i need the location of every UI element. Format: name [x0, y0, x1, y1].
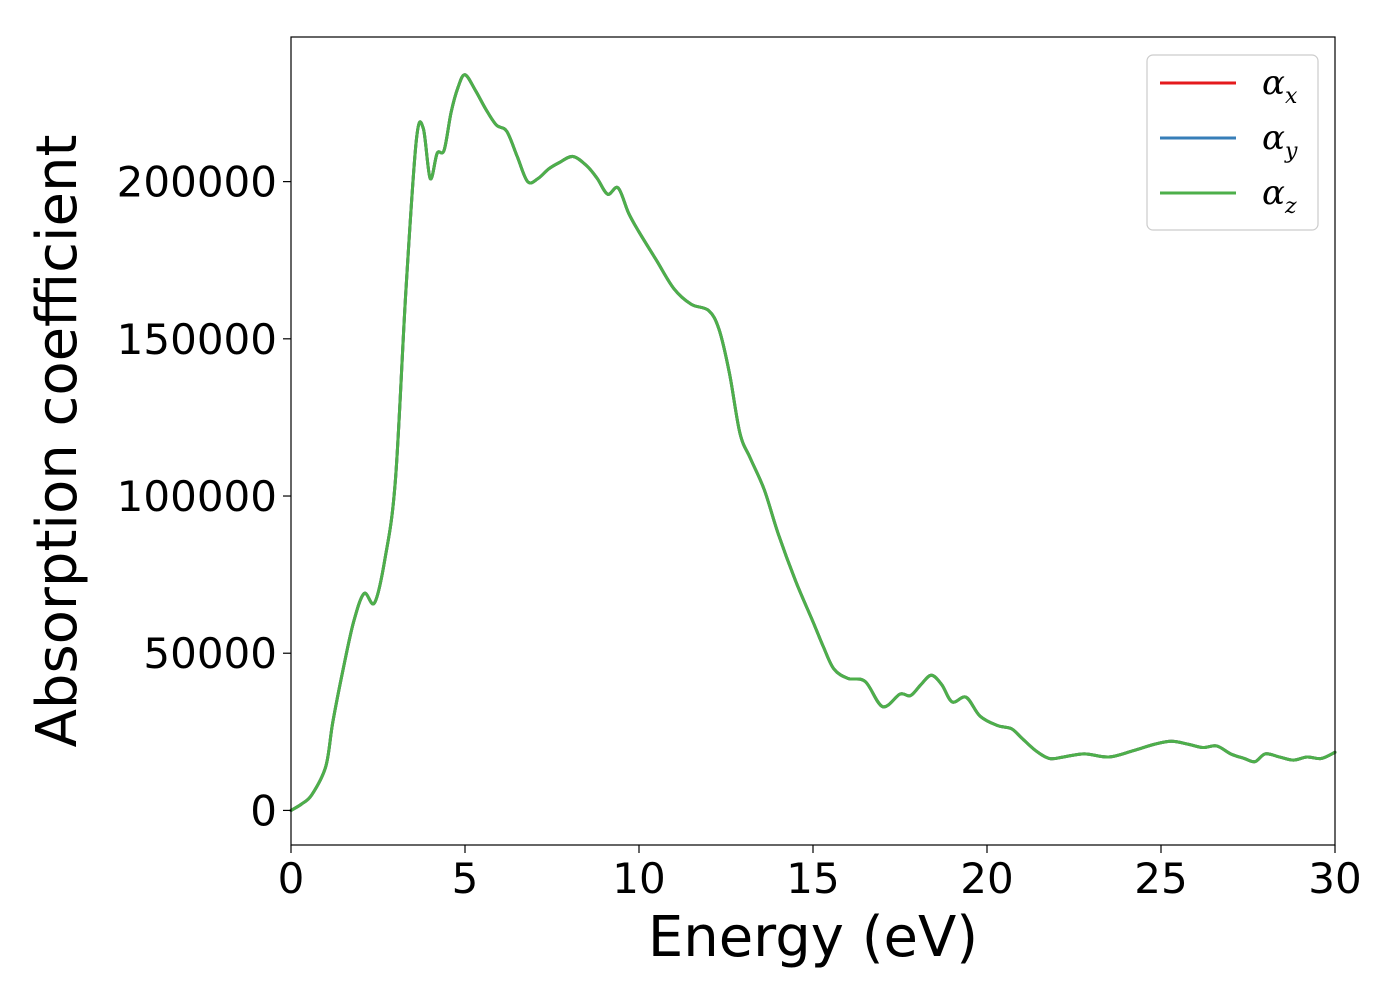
y-tick-label: 200000	[117, 158, 277, 207]
x-axis-label: Energy (eV)	[648, 905, 978, 970]
ticks-layer: 0 5 10 15 20 25 30 0 50000 100000 150000 200000	[117, 158, 1362, 903]
y-tick-label: 100000	[117, 472, 277, 521]
y-tick-label: 150000	[117, 315, 277, 364]
y-tick-label: 50000	[143, 629, 277, 678]
x-tick-label: 0	[278, 854, 305, 903]
y-tick-label: 0	[250, 786, 277, 835]
series-line-alpha-z	[289, 73, 1337, 812]
x-tick-label: 30	[1308, 854, 1361, 903]
series-layer	[289, 73, 1337, 812]
x-tick-label: 25	[1134, 854, 1187, 903]
x-tick-label: 5	[452, 854, 479, 903]
x-tick-label: 20	[960, 854, 1013, 903]
legend: αx αy αz	[1146, 54, 1319, 231]
x-tick-label: 15	[786, 854, 839, 903]
y-axis-label: Absorption coefficient	[25, 135, 90, 748]
legend-label-alpha-y: αy	[1262, 118, 1298, 164]
legend-label-alpha-z: αz	[1262, 173, 1297, 219]
legend-box	[1146, 54, 1319, 231]
legend-label-alpha-x: αx	[1262, 63, 1298, 109]
x-tick-label: 10	[612, 854, 665, 903]
